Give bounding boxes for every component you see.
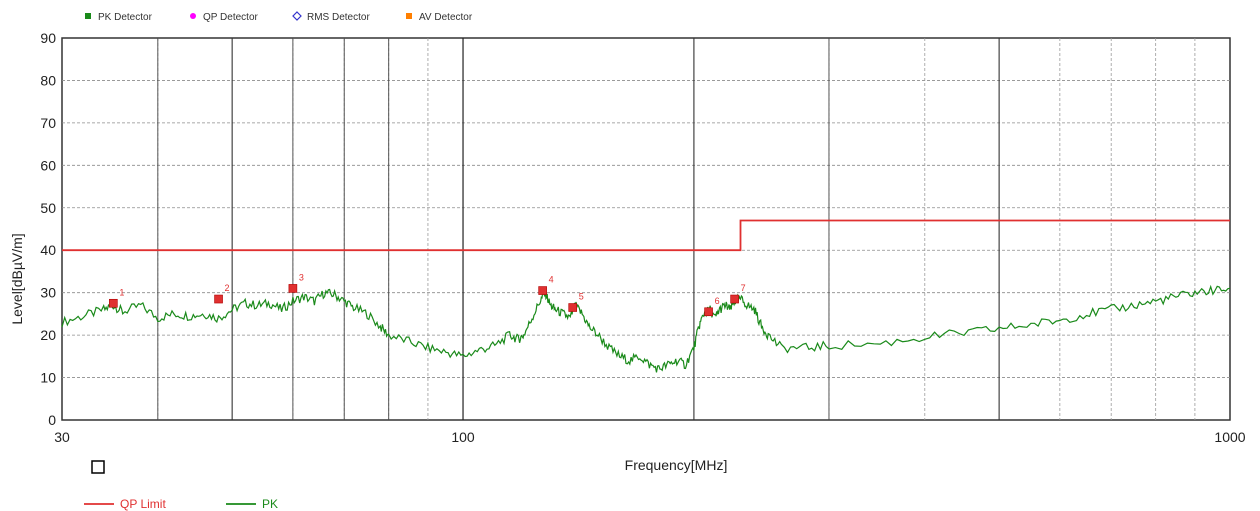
peak-marker: 3	[288, 272, 304, 293]
peak-marker-square	[288, 284, 298, 293]
peak-marker-square	[568, 303, 578, 312]
peak-marker-square	[538, 286, 547, 295]
peak-marker: 4	[538, 275, 554, 295]
top-legend: PK Detector QP Detector RMS Detector AV Det…	[85, 11, 473, 23]
bottom-legend: QP Limit PK	[84, 497, 278, 511]
y-tick-label: 60	[40, 157, 56, 173]
legend-bottom-label: QP Limit	[120, 497, 166, 511]
legend-bottom-item: QP Limit	[84, 497, 166, 511]
y-tick-label: 30	[40, 285, 56, 301]
peak-marker: 1	[109, 287, 124, 308]
legend-top-item: RMS Detector	[292, 11, 370, 23]
axis-label-layer: Frequency[MHz] Level[dBµV/m]	[9, 233, 727, 473]
qp-limit-line	[62, 219, 1230, 252]
legend-top-item: AV Detector	[406, 12, 473, 23]
peak-marker: 2	[214, 283, 230, 304]
legend-top-label: RMS Detector	[307, 12, 370, 23]
legend-bottom-label: PK	[262, 497, 278, 511]
marker-layer: 1 2 3 4 5 6 7	[109, 272, 746, 317]
square-marker-icon	[406, 13, 412, 19]
legend-top-label: QP Detector	[203, 12, 259, 23]
peak-marker: 5	[568, 292, 584, 312]
y-tick-label: 70	[40, 115, 56, 131]
x-tick-label: 30	[54, 429, 70, 445]
x-tick-label: 100	[451, 429, 475, 445]
plot-area	[61, 37, 1231, 421]
peak-marker-label: 5	[579, 292, 584, 302]
y-axis-label: Level[dBµV/m]	[9, 233, 25, 324]
peak-marker-square	[214, 294, 223, 304]
y-tick-label: 20	[40, 327, 56, 343]
peak-marker-label: 1	[119, 287, 124, 297]
y-tick-label: 40	[40, 242, 56, 258]
peak-marker-square	[109, 298, 118, 308]
x-tick-label: 1000	[1214, 429, 1245, 445]
checkbox-icon[interactable]	[91, 460, 105, 474]
legend-top-item: QP Detector	[190, 12, 259, 23]
peak-marker-label: 4	[549, 275, 554, 285]
peak-marker-label: 2	[225, 283, 230, 293]
series-layer	[61, 219, 1231, 373]
peak-marker-square	[730, 294, 739, 304]
tick-layer: 0 10 20 30 40 50 60 70 80 90 30 100 1000	[40, 30, 1245, 445]
y-tick-label: 80	[40, 72, 56, 88]
peak-marker-label: 6	[715, 296, 720, 306]
legend-top-item: PK Detector	[85, 12, 153, 23]
y-tick-label: 50	[40, 200, 56, 216]
peak-marker-label: 7	[741, 283, 746, 293]
y-tick-label: 10	[40, 370, 56, 386]
pk-series-line	[61, 284, 1231, 373]
peak-marker: 6	[704, 296, 720, 317]
x-axis-label: Frequency[MHz]	[625, 457, 728, 473]
y-tick-label: 90	[40, 30, 56, 46]
peak-marker-square	[704, 307, 713, 317]
legend-top-label: AV Detector	[419, 12, 473, 23]
diamond-marker-icon	[292, 11, 302, 21]
peak-marker: 7	[730, 283, 746, 304]
legend-top-label: PK Detector	[98, 12, 153, 23]
peak-marker-label: 3	[299, 272, 304, 282]
square-marker-icon	[85, 13, 91, 19]
y-tick-label: 0	[48, 412, 56, 428]
major-grid	[157, 38, 1000, 420]
legend-bottom-item: PK	[226, 497, 278, 511]
plot-frame	[61, 37, 1231, 421]
circle-marker-icon	[190, 13, 196, 19]
